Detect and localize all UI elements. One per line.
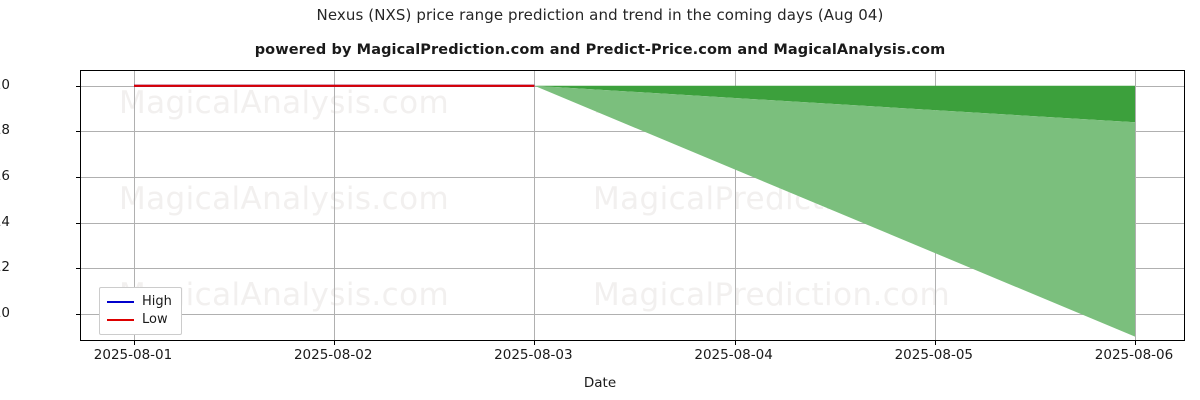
y-tick-mark <box>76 268 81 270</box>
plot-area: MagicalAnalysis.comMagicalPrediction.com… <box>76 70 1185 345</box>
x-tick-mark <box>534 340 536 345</box>
predicted-range-band <box>534 85 1135 337</box>
y-tick-label: 0.018 <box>0 122 10 139</box>
chart-title: Nexus (NXS) price range prediction and t… <box>316 6 884 24</box>
gridline-vertical <box>534 71 536 340</box>
x-tick-mark <box>1135 340 1136 345</box>
y-tick-mark <box>76 85 81 87</box>
predicted-high-band <box>534 85 1135 123</box>
gridline-vertical <box>734 71 736 340</box>
y-tick-mark <box>76 177 81 178</box>
x-tick-label: 2025-08-01 <box>93 347 173 363</box>
x-axis-label: Date <box>583 375 617 391</box>
gridline-horizontal <box>81 131 1184 133</box>
legend-label-low: Low <box>142 312 168 327</box>
legend-label-high: High <box>142 294 172 309</box>
chart-legend[interactable]: High Low <box>99 287 182 335</box>
gridline-vertical <box>334 71 336 340</box>
x-tick-mark <box>934 340 936 345</box>
gridline-horizontal <box>81 222 1184 224</box>
x-tick-label: 2025-08-05 <box>894 347 974 363</box>
x-tick-label: 2025-08-06 <box>1094 347 1174 363</box>
x-tick-label: 2025-08-03 <box>494 347 573 363</box>
x-tick-mark <box>734 340 736 345</box>
gridline-horizontal <box>81 177 1184 178</box>
y-tick-mark <box>76 222 81 224</box>
y-tick-mark <box>76 313 81 315</box>
legend-item-high: High <box>107 293 172 311</box>
x-tick-mark <box>334 340 336 345</box>
x-tick-label: 2025-08-04 <box>694 347 773 363</box>
y-tick-label: 0.020 <box>0 76 10 93</box>
chart-subtitle: powered by MagicalPrediction.com and Pre… <box>254 42 946 58</box>
legend-swatch-low <box>107 319 134 321</box>
x-tick-mark <box>134 340 135 345</box>
y-tick-label: 0.014 <box>0 213 10 230</box>
y-tick-label: 0.016 <box>0 168 10 184</box>
x-tick-label: 2025-08-02 <box>293 347 373 363</box>
gridline-horizontal <box>81 268 1184 270</box>
y-tick-label: 0.010 <box>0 304 10 321</box>
y-tick-label: 0.012 <box>0 259 10 276</box>
forecast-band-layer <box>134 84 1135 337</box>
legend-swatch-high <box>107 301 134 303</box>
y-tick-mark <box>76 131 81 133</box>
gridline-vertical <box>134 71 135 340</box>
legend-item-low: Low <box>107 311 172 329</box>
gridline-horizontal <box>81 313 1184 315</box>
gridline-vertical <box>1135 71 1136 340</box>
plot-inner: MagicalAnalysis.comMagicalPrediction.com… <box>81 71 1184 340</box>
